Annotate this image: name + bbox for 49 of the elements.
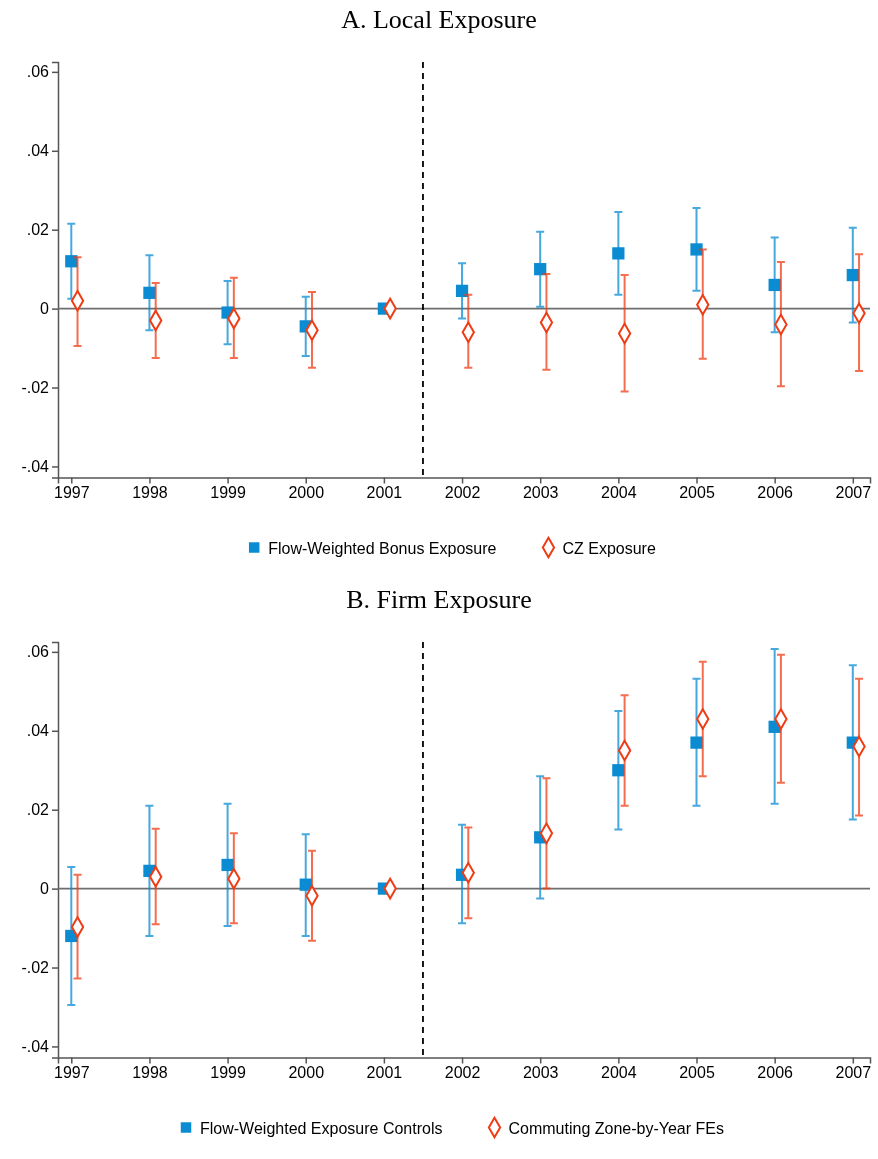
legend-label: Flow-Weighted Bonus Exposure [268,539,497,557]
y-tick-label: .06 [26,642,50,660]
point [534,263,547,276]
legend-label: CZ Exposure [562,539,656,557]
y-tick-label: .04 [26,142,50,160]
point [65,255,78,268]
y-tick-label: -.04 [21,458,50,476]
x-tick-label: 2001 [366,1063,403,1081]
x-tick-label: 2005 [679,1063,715,1081]
x-tick-label: 1998 [132,1063,168,1081]
x-tick-label: 1998 [132,483,168,501]
y-tick-label: 0 [40,879,50,897]
point [455,284,469,297]
y-tick-label: .06 [26,63,50,81]
x-tick-label: 1999 [210,1063,246,1081]
legend-label: Commuting Zone-by-Year FEs [508,1119,724,1136]
chart-title: A. Local Exposure [341,5,537,34]
point [612,247,625,260]
x-tick-label: 2004 [601,483,637,501]
x-tick-label: 2006 [757,483,794,501]
x-tick-label: 2007 [835,1063,872,1081]
x-tick-label: 2004 [601,1063,637,1081]
x-tick-label: 1997 [53,483,90,501]
x-tick-label: 2007 [835,483,872,501]
y-tick-label: .02 [26,221,50,239]
y-tick-label: -.02 [21,958,50,976]
x-tick-label: 2006 [757,1063,794,1081]
x-tick-label: 2002 [444,483,481,501]
y-tick-label: .02 [26,800,50,818]
x-tick-label: 2001 [366,483,403,501]
chart-title: B. Firm Exposure [346,584,532,614]
point [690,243,703,256]
x-tick-label: 1997 [53,1063,90,1081]
point [143,286,156,299]
point [612,763,625,776]
y-tick-label: 0 [40,300,50,318]
x-tick-label: 2003 [522,483,559,501]
y-tick-label: .04 [26,721,50,739]
x-tick-label: 1999 [210,483,246,501]
legend-label: Flow-Weighted Exposure Controls [200,1119,443,1136]
y-tick-label: -.02 [21,379,50,397]
point [221,858,234,871]
point [690,736,703,749]
y-tick-label: -.04 [21,1037,50,1055]
x-tick-label: 2000 [288,1063,325,1081]
x-tick-label: 2005 [679,483,715,501]
x-tick-label: 2000 [288,483,325,501]
x-tick-label: 2003 [522,1063,559,1081]
x-tick-label: 2002 [444,1063,481,1081]
